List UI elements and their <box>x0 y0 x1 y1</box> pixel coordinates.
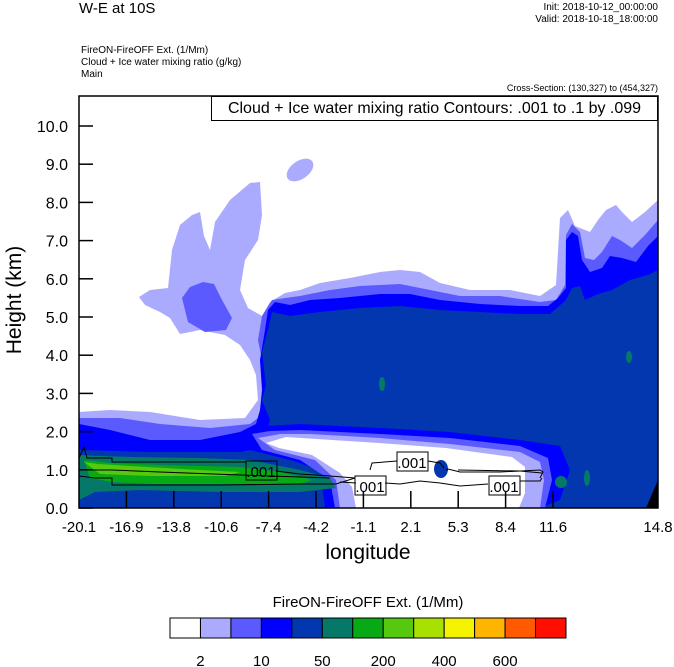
y-tick-label: 5.0 <box>46 310 68 327</box>
contour-labels: .001 .001 .001 .001 <box>245 451 521 496</box>
contour-fill <box>79 96 658 508</box>
colorbar-swatch <box>199 617 232 639</box>
contour-label: .001 <box>489 479 518 496</box>
valid-time: Valid: 2018-10-18_18:00:00 <box>535 14 658 25</box>
x-axis-title: longitude <box>325 541 411 564</box>
colorbar-swatch <box>474 617 506 639</box>
y-tick-label: 3.0 <box>46 386 68 403</box>
y-axis-title: Height (km) <box>3 245 26 355</box>
y-tick-label: 10.0 <box>37 119 68 136</box>
y-tick-label: 0.0 <box>46 501 68 518</box>
colorbar-label: 600 <box>493 653 518 667</box>
x-tick-label: 8.4 <box>495 519 516 536</box>
colorbar-label: 50 <box>314 653 331 667</box>
colorbar-label: 10 <box>253 653 270 667</box>
colorbar-swatch <box>169 617 201 639</box>
contour-label-box <box>396 451 429 472</box>
colorbar-swatch <box>291 617 323 639</box>
contour-legend: Cloud + Ice water mixing ratio Contours:… <box>211 96 658 121</box>
colorbar-swatch <box>413 617 445 639</box>
cloud-blob <box>286 158 314 182</box>
x-tick-label: -7.4 <box>256 519 282 536</box>
x-tick-label: -10.6 <box>204 519 238 536</box>
x-tick-label: -4.2 <box>303 519 329 536</box>
x-tick-label: 14.8 <box>643 519 672 536</box>
colorbar-label: 2 <box>196 653 204 667</box>
colorbar-swatch <box>260 617 293 639</box>
contour-label: .001 <box>397 455 426 472</box>
colorbar-label: 400 <box>432 653 457 667</box>
cross-section-label: Cross-Section: (130,327) to (454,327) <box>506 83 658 93</box>
x-tick-label: -16.9 <box>109 519 143 536</box>
subtitle-contour: Cloud + Ice water mixing ratio (g/kg) <box>81 57 242 68</box>
contour-label: .001 <box>355 479 384 496</box>
subtitle-field: FireON-FireOFF Ext. (1/Mm) <box>81 45 209 56</box>
teal-spot <box>555 476 567 488</box>
colorbar-label: 200 <box>371 653 396 667</box>
colorbar-title: FireON-FireOFF Ext. (1/Mm) <box>272 594 464 611</box>
blue-spot <box>434 460 448 478</box>
y-tick-label: 8.0 <box>46 195 68 212</box>
y-axis: 0.0 1.0 2.0 3.0 4.0 5.0 6.0 7.0 8.0 9.0 10.0 <box>37 119 93 518</box>
y-tick-label: 2.0 <box>46 425 68 442</box>
band-800-1000 <box>84 462 240 476</box>
x-axis: -20.1 -16.9 -13.8 -10.6 -7.4 -4.2 -1.1 2.1 5.3 8.… <box>62 491 673 536</box>
y-tick-label: 6.0 <box>46 272 68 289</box>
colorbar-swatch <box>504 617 537 639</box>
white-gap <box>266 437 525 508</box>
x-tick-label: -20.1 <box>62 519 96 536</box>
contour-label-box <box>354 475 387 496</box>
y-tick-label: 4.0 <box>46 348 68 365</box>
x-tick-label: 5.3 <box>448 519 469 536</box>
teal-spot <box>379 377 385 391</box>
colorbar-swatch <box>443 617 476 639</box>
contour-label-box <box>488 475 521 496</box>
y-tick-label: 7.0 <box>46 234 68 251</box>
subtitle-domain: Main <box>81 69 103 80</box>
y-tick-label: 9.0 <box>46 157 68 174</box>
colorbar-swatch <box>535 617 567 639</box>
contour-label-box <box>245 460 278 481</box>
teal-spot <box>626 351 632 363</box>
terrain <box>646 480 658 508</box>
main-title: W-E at 10S <box>79 0 156 17</box>
y-tick-label: 1.0 <box>46 463 68 480</box>
colorbar-swatch <box>230 617 262 639</box>
colorbar: 2 10 50 200 400 600 <box>169 617 567 667</box>
x-tick-label: -13.8 <box>157 519 191 536</box>
band-10-50-left <box>182 282 232 332</box>
x-tick-label: 2.1 <box>400 519 421 536</box>
colorbar-swatch <box>321 617 354 639</box>
teal-spot <box>584 470 590 486</box>
contour-label: .001 <box>246 464 275 481</box>
colorbar-swatch <box>352 617 384 639</box>
contour-lines <box>79 445 544 487</box>
init-time: Init: 2018-10-12_00:00:00 <box>543 2 658 13</box>
colorbar-swatch <box>382 617 415 639</box>
x-tick-label: 11.6 <box>539 519 567 536</box>
x-tick-label: -1.1 <box>350 519 376 536</box>
